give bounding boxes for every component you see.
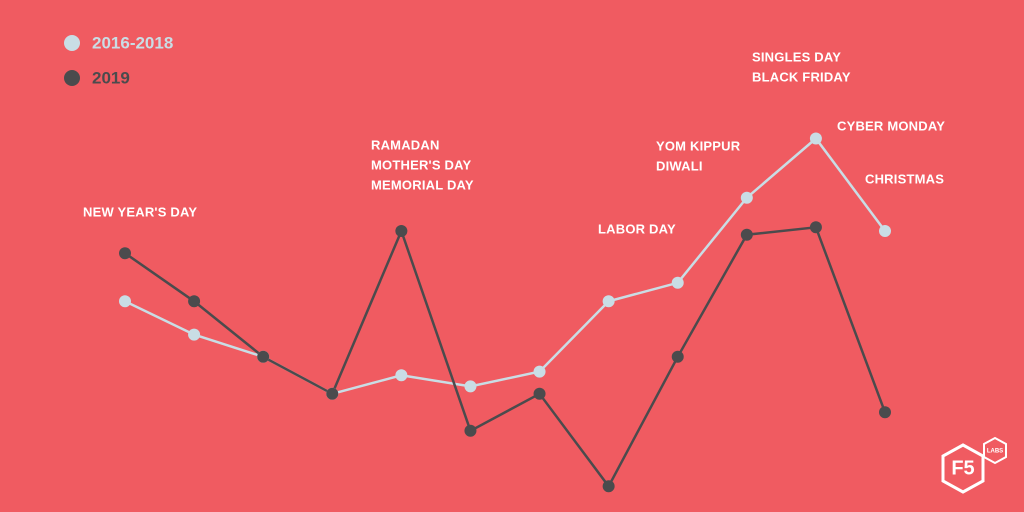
point [119, 295, 131, 308]
annotation: BLACK FRIDAY [752, 69, 851, 84]
annotation: DIWALI [656, 158, 703, 173]
legend-label: 2016-2018 [92, 33, 173, 52]
logo-text: F5 [951, 457, 974, 479]
point [464, 380, 477, 393]
annotation: MOTHER'S DAY [371, 157, 471, 172]
point [533, 387, 546, 400]
point [602, 295, 615, 308]
point [740, 228, 753, 241]
annotation: NEW YEAR'S DAY [83, 204, 197, 219]
point [533, 365, 546, 378]
point [879, 406, 891, 419]
point [809, 221, 822, 234]
point [879, 225, 891, 237]
legend-swatch [64, 70, 80, 86]
legend-swatch [64, 35, 80, 51]
point [671, 276, 684, 289]
logo-badge: LABS [987, 449, 1003, 455]
point [188, 328, 201, 341]
annotation: MEMORIAL DAY [371, 177, 474, 192]
point [326, 387, 339, 400]
annotation: YOM KIPPUR [656, 138, 741, 153]
point [671, 350, 684, 363]
series-line [124, 136, 887, 396]
annotation: RAMADAN [371, 137, 440, 152]
annotation: CHRISTMAS [865, 171, 944, 186]
point [395, 225, 408, 237]
logo-badge-hex [983, 436, 1007, 465]
annotation: LABOR DAY [598, 221, 676, 236]
legend-label: 2019 [92, 68, 130, 87]
point [257, 350, 270, 363]
annotation: SINGLES DAY [752, 49, 841, 64]
series-line [124, 225, 887, 489]
point [602, 480, 615, 493]
point [395, 369, 408, 382]
annotation: CYBER MONDAY [837, 118, 945, 133]
point [119, 247, 131, 260]
logo: F5 LABS [941, 436, 1007, 494]
point [188, 295, 201, 308]
point [740, 191, 753, 204]
point [464, 424, 477, 437]
point [809, 132, 822, 145]
